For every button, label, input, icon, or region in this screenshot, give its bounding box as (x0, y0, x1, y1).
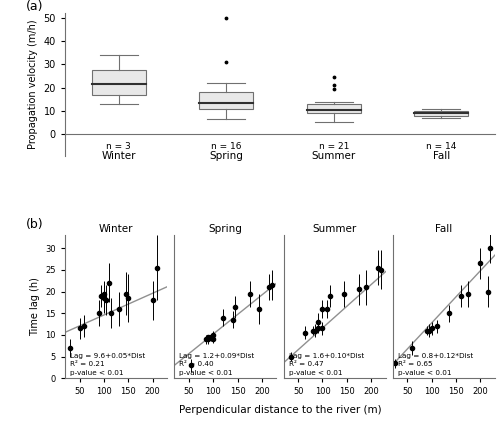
Text: Lag = 1.6+0.10*Dist
R² = 0.47
p-value < 0.01: Lag = 1.6+0.10*Dist R² = 0.47 p-value < … (288, 353, 364, 375)
Text: Winter: Winter (102, 151, 136, 161)
Bar (92, 70, 146, 95)
Text: Fall: Fall (432, 151, 450, 161)
Text: Lag = 0.8+0.12*Dist
R² = 0.65
p-value < 0.01: Lag = 0.8+0.12*Dist R² = 0.65 p-value < … (398, 353, 473, 375)
Title: Summer: Summer (312, 224, 357, 234)
Text: n = 21: n = 21 (318, 141, 349, 150)
Text: (a): (a) (26, 0, 44, 13)
Text: n = 3: n = 3 (106, 141, 131, 150)
Text: n = 16: n = 16 (211, 141, 242, 150)
Title: Fall: Fall (436, 224, 452, 234)
Bar (414, 111, 468, 116)
Text: n = 14: n = 14 (426, 141, 456, 150)
Text: Summer: Summer (312, 151, 356, 161)
Text: (b): (b) (26, 218, 44, 231)
Title: Winter: Winter (99, 224, 134, 234)
Text: Lag = 1.2+0.09*Dist
R² = 0.40
p-value < 0.01: Lag = 1.2+0.09*Dist R² = 0.40 p-value < … (180, 353, 254, 375)
Y-axis label: Time lag (h): Time lag (h) (30, 277, 40, 336)
Text: Perpendicular distance to the river (m): Perpendicular distance to the river (m) (178, 405, 382, 415)
Y-axis label: Propagation velocity (m/h): Propagation velocity (m/h) (28, 20, 38, 149)
Text: Spring: Spring (210, 151, 243, 161)
Title: Spring: Spring (208, 224, 242, 234)
Bar (307, 104, 360, 114)
Bar (200, 92, 253, 109)
Text: Lag = 9.6+0.05*Dist
R² = 0.21
p-value < 0.01: Lag = 9.6+0.05*Dist R² = 0.21 p-value < … (70, 353, 146, 375)
